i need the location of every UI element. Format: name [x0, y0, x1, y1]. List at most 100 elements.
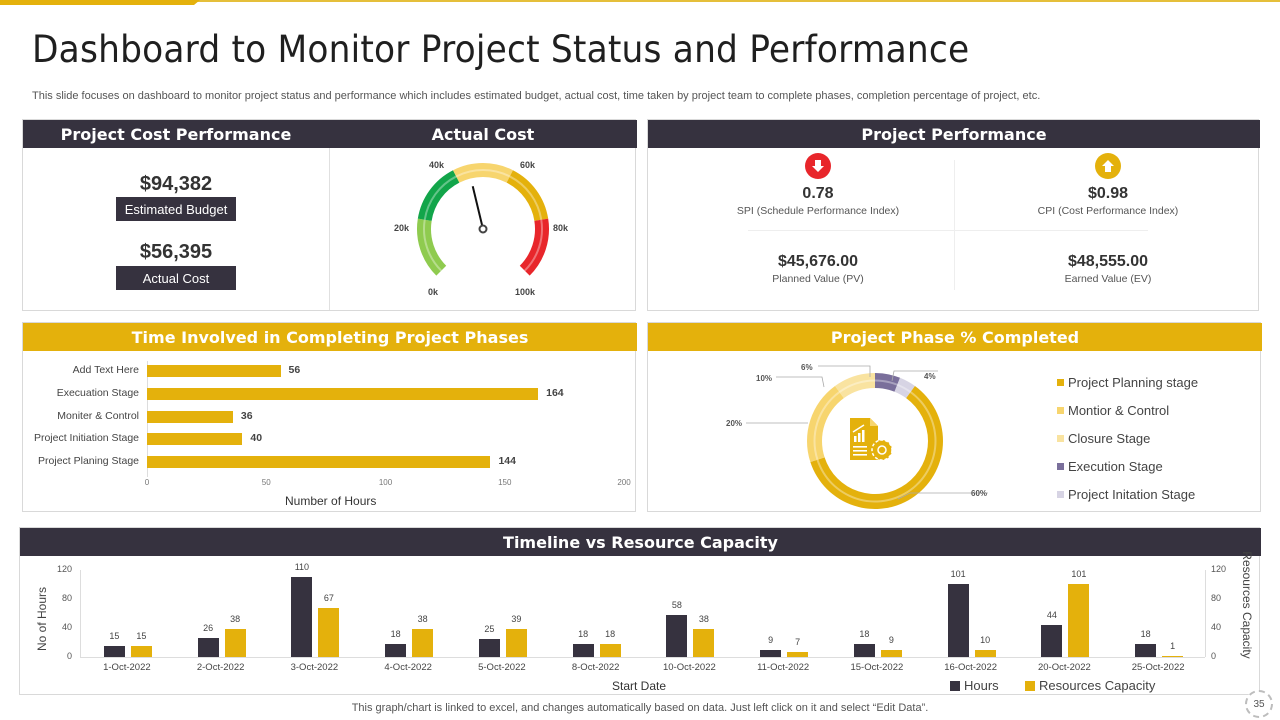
hours-x-tick: 150 — [498, 478, 512, 487]
phase-completed-panel: Project Phase % Completed 60% 20% 10% 6%… — [647, 322, 1262, 512]
hours-bar-value: 110 — [294, 562, 310, 573]
legend-label: Execution Stage — [1068, 459, 1163, 474]
timeline-y-tick: 0 — [67, 651, 73, 661]
arrow-down-circle-icon — [805, 153, 831, 179]
cost-panel: Project Cost Performance Actual Cost $94… — [22, 119, 637, 311]
legend-initiation: Project Initation Stage — [1057, 487, 1195, 502]
timeline-y-tick: 40 — [62, 622, 73, 632]
resources-bar — [787, 651, 809, 657]
timeline-x-axis-line — [80, 657, 1205, 658]
timeline-header: Timeline vs Resource Capacity — [20, 528, 1261, 556]
timeline-title: Timeline vs Resource Capacity — [503, 532, 778, 552]
perf-horizontal-divider — [748, 230, 1148, 231]
resources-bar — [130, 646, 152, 657]
hours-bar-value: 40 — [250, 432, 263, 445]
gauge-segment — [519, 218, 549, 276]
hours-bar-value: 36 — [240, 409, 253, 422]
actual-cost-header: Actual Cost — [329, 120, 637, 148]
hours-bar-value: 25 — [484, 623, 495, 634]
footer-note: This graph/chart is linked to excel, and… — [351, 702, 929, 714]
actual-cost-gauge — [417, 163, 549, 276]
gauge-label-60k: 60k — [520, 160, 536, 170]
hours-bar — [291, 577, 313, 657]
earned-value-label: Earned Value (EV) — [1064, 273, 1152, 285]
legend-swatch — [1057, 463, 1064, 470]
hours-bar-value: 164 — [546, 386, 564, 399]
timeline-y-axis-line — [80, 570, 81, 657]
timeline-y2-axis-line — [1205, 570, 1206, 657]
legend-resources: Resources Capacity — [1025, 678, 1155, 693]
hours-bar — [103, 646, 125, 657]
donut-slice — [894, 377, 915, 399]
resources-bar-value: 15 — [136, 631, 147, 642]
resources-bar-value: 38 — [698, 614, 709, 625]
timeline-y-tick: 80 — [62, 593, 73, 603]
gauge-segment — [506, 170, 549, 221]
spi-label: SPI (Schedule Performance Index) — [736, 205, 900, 217]
gauge-segment-highlight — [455, 169, 511, 178]
legend-swatch — [1057, 407, 1064, 414]
hours-x-tick: 100 — [378, 478, 393, 487]
donut-slice — [835, 373, 875, 399]
hours-category-label: Project Planing Stage — [38, 455, 139, 468]
timeline-bar-chart: 0 0 40 40 80 80 120 120 15 15 1-Oct-2022 26 38 2-Oct-… — [20, 528, 1261, 696]
hours-bar-chart: Add Text Here 56 Execuation Stage 164 Monite… — [23, 323, 637, 513]
resources-bar — [412, 629, 434, 657]
hours-category-label: Execuation Stage — [56, 386, 139, 399]
cpi-label: CPI (Cost Performance Index) — [1037, 205, 1179, 217]
timeline-y2-tick: 40 — [1211, 622, 1222, 632]
resources-bar-value: 38 — [417, 614, 428, 625]
phase-donut-chart — [746, 365, 988, 509]
actual-cost-value: $56,395 — [139, 241, 213, 263]
hours-bar-value: 18 — [578, 628, 589, 639]
donut-slice-highlight — [813, 391, 841, 461]
gauge-label-20k: 20k — [394, 223, 410, 233]
legend-label: Project Planning stage — [1068, 375, 1199, 390]
donut-slice — [875, 373, 901, 392]
timeline-y2-tick: 0 — [1211, 651, 1217, 661]
donut-slice-highlight — [838, 379, 875, 393]
hours-x-axis-label: Number of Hours — [285, 494, 377, 508]
hours-bar — [853, 643, 875, 657]
hours-bar-value: 15 — [109, 631, 120, 642]
timeline-category-label: 15-Oct-2022 — [850, 662, 904, 673]
hours-bar-value: 26 — [203, 623, 214, 634]
gauge-segment — [417, 218, 447, 276]
resources-bar-value: 7 — [795, 636, 801, 647]
hours-bar-value: 58 — [671, 599, 682, 610]
gauge-label-80k: 80k — [553, 223, 569, 233]
hours-bar-value: 144 — [498, 455, 516, 468]
project-performance-title: Project Performance — [861, 124, 1047, 144]
hours-bar — [947, 583, 969, 657]
timeline-category-label: 8-Oct-2022 — [571, 662, 620, 673]
timeline-category-label: 25-Oct-2022 — [1131, 662, 1185, 673]
timeline-category-label: 20-Oct-2022 — [1037, 662, 1091, 673]
hours-bar — [478, 638, 500, 657]
pct-label-20: 20% — [726, 419, 743, 428]
gauge-segment — [417, 170, 460, 221]
planned-value-label: Planned Value (PV) — [772, 273, 864, 285]
hours-bar-value: 56 — [288, 364, 301, 376]
legend-label: Hours — [964, 678, 999, 693]
timeline-category-label: 10-Oct-2022 — [662, 662, 716, 673]
legend-label: Resources Capacity — [1039, 678, 1156, 693]
timeline-y2-tick: 120 — [1211, 564, 1227, 574]
spi-value: 0.78 — [802, 185, 834, 202]
donut-slice-highlight — [896, 383, 912, 393]
time-involved-panel: Time Involved in Completing Project Phas… — [22, 322, 637, 513]
hours-bar — [147, 387, 539, 400]
hours-bar — [666, 614, 688, 657]
resources-bar — [693, 629, 715, 657]
resources-bar-value: 39 — [511, 613, 522, 624]
legend-label: Montior & Control — [1068, 403, 1170, 418]
resources-bar — [224, 629, 246, 657]
timeline-category-label: 16-Oct-2022 — [944, 662, 998, 673]
legend-closure: Closure Stage — [1057, 431, 1150, 446]
time-involved-header: Time Involved in Completing Project Phas… — [23, 323, 637, 351]
arrow-up-circle-icon — [1095, 153, 1121, 179]
donut-leader-line — [891, 370, 938, 382]
legend-hours: Hours — [950, 678, 999, 693]
hours-bar-value: 18 — [390, 628, 401, 639]
timeline-y-tick: 120 — [57, 564, 73, 574]
gauge-needle — [471, 185, 484, 230]
